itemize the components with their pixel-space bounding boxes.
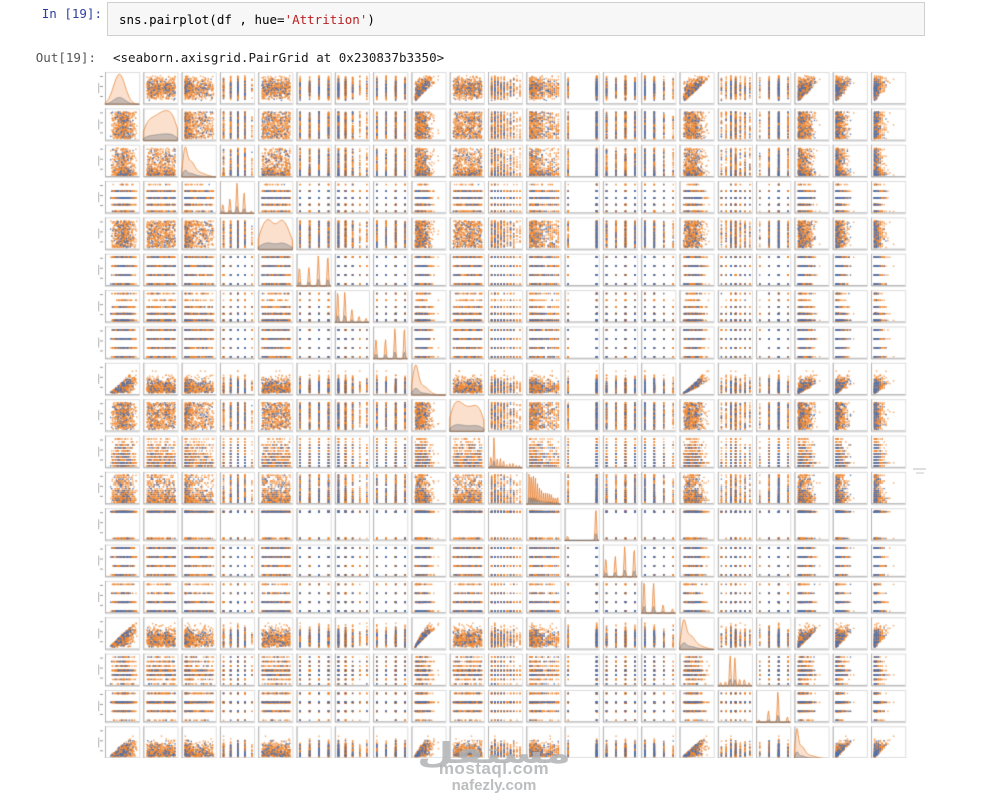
code-suffix: ) xyxy=(367,12,375,27)
code-line[interactable]: sns.pairplot(df , hue='Attrition') xyxy=(108,3,924,29)
code-string-literal: 'Attrition' xyxy=(284,12,368,27)
code-prefix: sns.pairplot(df , hue= xyxy=(119,12,285,27)
stray-gray-artifact xyxy=(913,468,926,479)
input-prompt: In [19]: xyxy=(41,6,102,21)
output-prompt: Out[19]: xyxy=(35,50,96,65)
pairplot-figure xyxy=(98,70,910,758)
watermark-nafezly: nafezly.com xyxy=(451,777,537,794)
code-input-area[interactable]: sns.pairplot(df , hue='Attrition') xyxy=(107,2,925,36)
output-repr-text: <seaborn.axisgrid.PairGrid at 0x230837b3… xyxy=(113,50,445,65)
watermark-mostaql: mostaql.com xyxy=(438,759,550,778)
pairplot-canvas xyxy=(98,70,910,758)
